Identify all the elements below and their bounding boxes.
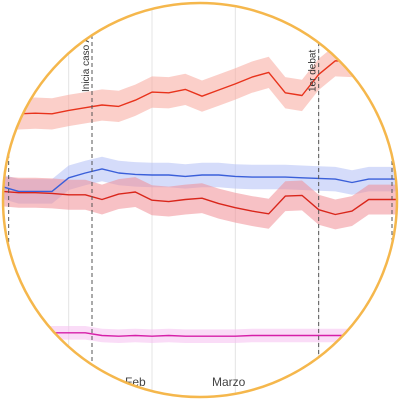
annotation-label-3: 1er debat [308, 50, 319, 92]
x-tick-label-2: Marzo [212, 375, 246, 389]
annotation-label-2: Inicia caso Anay [81, 20, 92, 92]
x-tick-label-3: Ab [305, 375, 320, 389]
